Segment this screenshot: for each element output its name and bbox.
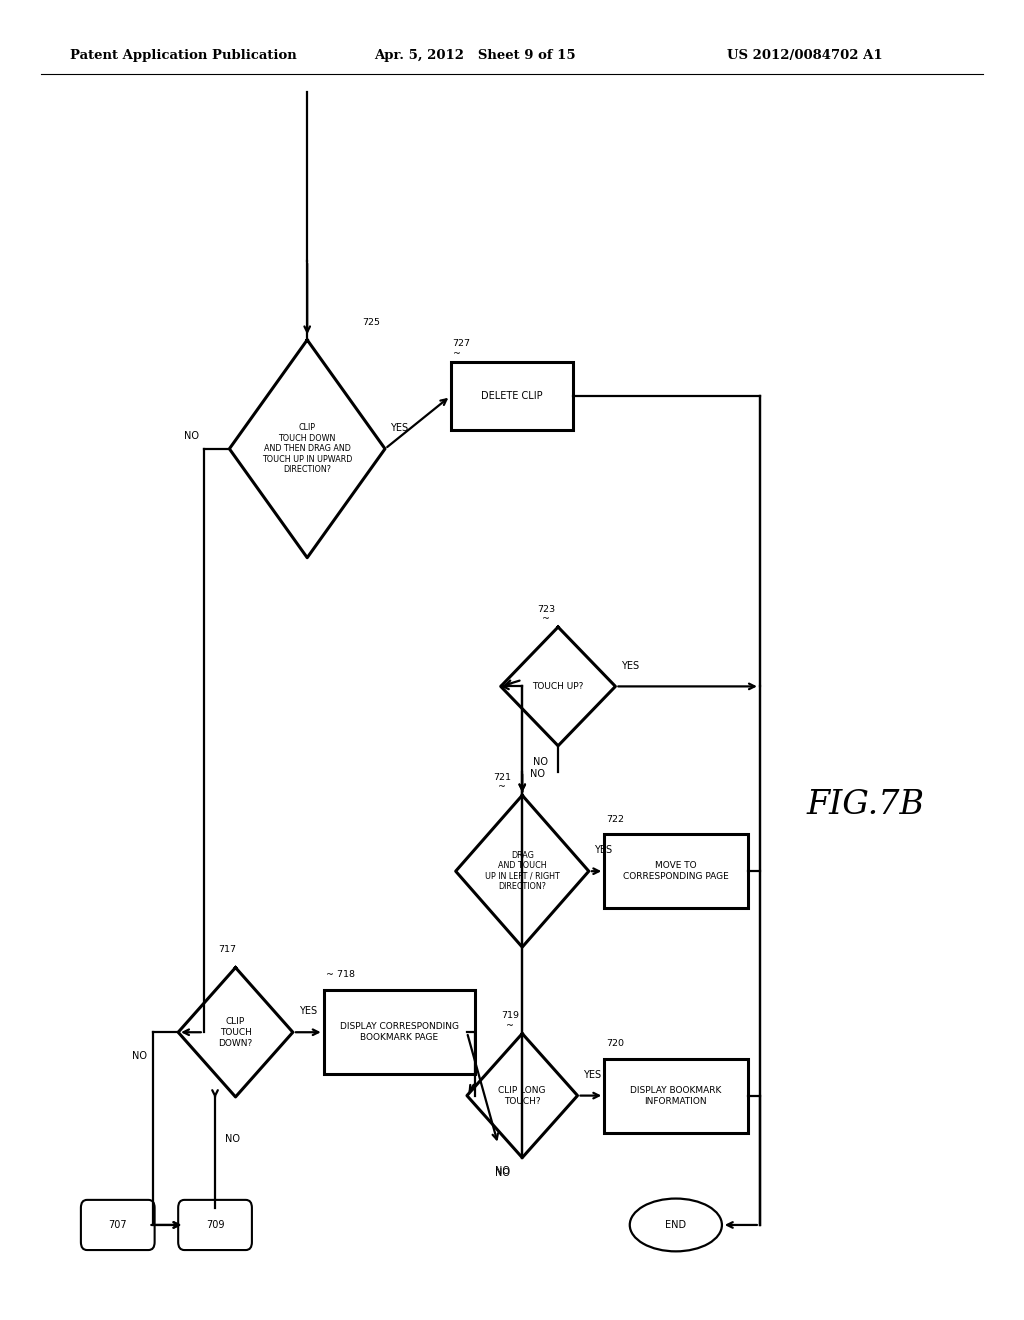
Text: CLIP
TOUCH DOWN
AND THEN DRAG AND
TOUCH UP IN UPWARD
DIRECTION?: CLIP TOUCH DOWN AND THEN DRAG AND TOUCH … (262, 424, 352, 474)
Text: YES: YES (594, 845, 612, 855)
Text: 722: 722 (606, 814, 625, 824)
Text: FIG.7B: FIG.7B (806, 789, 925, 821)
Text: 725: 725 (361, 318, 380, 326)
Text: YES: YES (621, 660, 639, 671)
Text: ~: ~ (506, 1020, 514, 1030)
Text: 723: 723 (537, 605, 555, 614)
Text: 719: 719 (501, 1011, 519, 1020)
Text: END: END (666, 1220, 686, 1230)
Bar (604, 834, 748, 908)
Text: 709: 709 (206, 1220, 224, 1230)
Text: NO: NO (532, 756, 548, 767)
Text: YES: YES (390, 422, 409, 433)
Text: NO: NO (495, 1168, 510, 1179)
Text: DRAG
AND TOUCH
UP IN LEFT / RIGHT
DIRECTION?: DRAG AND TOUCH UP IN LEFT / RIGHT DIRECT… (485, 851, 559, 891)
Text: CLIP LONG
TOUCH?: CLIP LONG TOUCH? (499, 1085, 546, 1106)
Text: ~: ~ (498, 783, 506, 791)
Text: Apr. 5, 2012   Sheet 9 of 15: Apr. 5, 2012 Sheet 9 of 15 (374, 49, 575, 62)
Text: Patent Application Publication: Patent Application Publication (70, 49, 296, 62)
Text: 707: 707 (109, 1220, 127, 1230)
Text: DELETE CLIP: DELETE CLIP (481, 391, 543, 401)
Text: 720: 720 (606, 1039, 625, 1048)
Text: NO: NO (132, 1051, 147, 1061)
Text: NO: NO (225, 1134, 241, 1144)
Text: NO: NO (183, 430, 199, 441)
Text: YES: YES (299, 1006, 317, 1016)
Text: ~: ~ (542, 614, 550, 623)
Bar (451, 362, 573, 430)
Text: 717: 717 (218, 945, 237, 954)
Text: ~: ~ (453, 348, 461, 358)
Text: NO: NO (495, 1166, 510, 1176)
Bar (324, 990, 475, 1074)
Text: CLIP
TOUCH
DOWN?: CLIP TOUCH DOWN? (218, 1016, 253, 1048)
Text: ~ 718: ~ 718 (326, 970, 354, 979)
Text: NO: NO (530, 770, 546, 779)
Text: 721: 721 (493, 774, 511, 781)
Text: MOVE TO
CORRESPONDING PAGE: MOVE TO CORRESPONDING PAGE (623, 861, 729, 882)
Text: TOUCH UP?: TOUCH UP? (532, 682, 584, 690)
Text: DISPLAY BOOKMARK
INFORMATION: DISPLAY BOOKMARK INFORMATION (630, 1085, 722, 1106)
Bar (604, 1059, 748, 1133)
Text: YES: YES (583, 1069, 601, 1080)
Text: US 2012/0084702 A1: US 2012/0084702 A1 (727, 49, 883, 62)
Text: 727: 727 (453, 339, 471, 348)
Text: DISPLAY CORRESPONDING
BOOKMARK PAGE: DISPLAY CORRESPONDING BOOKMARK PAGE (340, 1022, 459, 1043)
